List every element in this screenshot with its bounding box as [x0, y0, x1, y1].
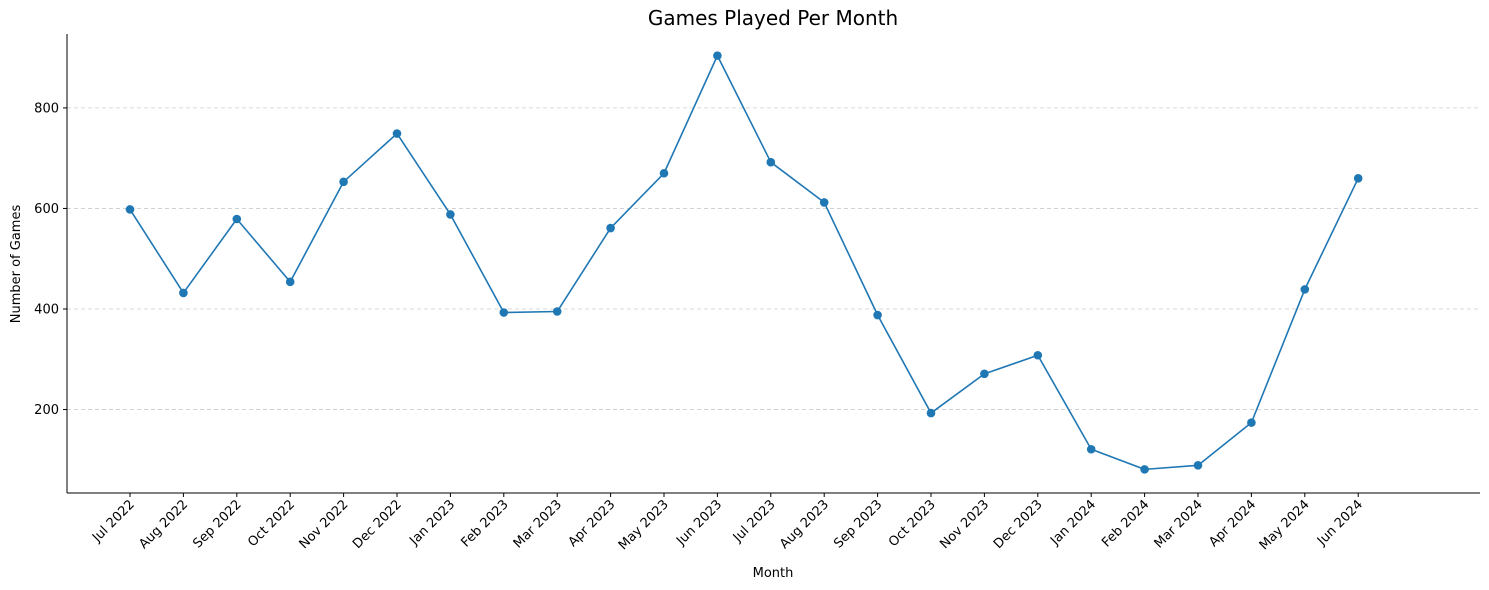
- x-tick-label: Dec 2023: [991, 497, 1046, 552]
- grid-layer: [67, 107, 1480, 410]
- x-tick-label: Dec 2022: [350, 497, 405, 552]
- data-point: [552, 307, 562, 316]
- data-point: [125, 205, 135, 214]
- data-point: [1193, 461, 1203, 470]
- series-layer: [125, 51, 1363, 474]
- data-point: [819, 198, 829, 207]
- data-point: [179, 288, 188, 298]
- data-point: [1086, 444, 1096, 454]
- y-axis-label: Number of Games: [9, 205, 24, 324]
- data-point: [339, 177, 348, 187]
- x-axis-label: Month: [753, 566, 794, 581]
- y-tick-label: 800: [34, 101, 59, 116]
- x-tick-label: Nov 2023: [937, 497, 992, 552]
- x-tick-label: Jan 2024: [1047, 497, 1099, 549]
- data-point: [1140, 465, 1149, 474]
- x-tick-label: Nov 2022: [297, 497, 352, 552]
- x-tick-label: Mar 2023: [511, 497, 565, 551]
- x-tick-label: Jul 2022: [89, 497, 138, 546]
- x-tick-label: Sep 2023: [831, 497, 885, 551]
- data-point: [926, 408, 936, 418]
- x-tick-label: Feb 2023: [458, 497, 511, 550]
- series-line: [129, 54, 1359, 471]
- x-tick-label: Oct 2023: [886, 497, 939, 550]
- x-tick-label: May 2023: [616, 497, 672, 553]
- data-point: [606, 223, 615, 233]
- x-tick-label: Jun 2023: [673, 497, 725, 549]
- x-tick-label: Aug 2023: [777, 497, 832, 552]
- x-tick-label: May 2024: [1257, 497, 1313, 553]
- data-point: [285, 277, 295, 287]
- x-tick-label: Jul 2023: [730, 497, 779, 546]
- data-point: [1033, 350, 1043, 360]
- data-point: [980, 369, 989, 379]
- x-tick-label: Apr 2023: [566, 497, 619, 550]
- y-tick-label: 600: [34, 202, 59, 217]
- x-tick-label: Sep 2022: [190, 497, 244, 551]
- data-point: [766, 157, 776, 167]
- x-tick-label: Apr 2024: [1206, 497, 1259, 550]
- y-tick-label: 400: [34, 302, 59, 317]
- data-point: [1247, 418, 1256, 427]
- data-point: [446, 210, 455, 219]
- x-tick-label: Jun 2024: [1314, 497, 1366, 549]
- x-tick-label: Oct 2022: [245, 497, 298, 550]
- data-point: [392, 129, 402, 138]
- data-point: [713, 51, 722, 60]
- chart-title: Games Played Per Month: [648, 6, 898, 30]
- x-tick-label: Feb 2024: [1099, 497, 1152, 550]
- y-ticks: 200 400 600 800: [34, 101, 67, 418]
- y-tick-label: 200: [34, 403, 59, 418]
- data-point: [659, 168, 669, 178]
- x-tick-label: Jan 2023: [406, 497, 458, 549]
- x-tick-label: Aug 2022: [136, 497, 191, 552]
- axes-layer: [66, 34, 1480, 494]
- data-point: [1353, 173, 1363, 183]
- x-tick-label: Mar 2024: [1152, 497, 1206, 551]
- data-point: [232, 214, 242, 224]
- data-point: [1300, 285, 1310, 294]
- data-point: [873, 310, 882, 320]
- data-point: [499, 308, 509, 317]
